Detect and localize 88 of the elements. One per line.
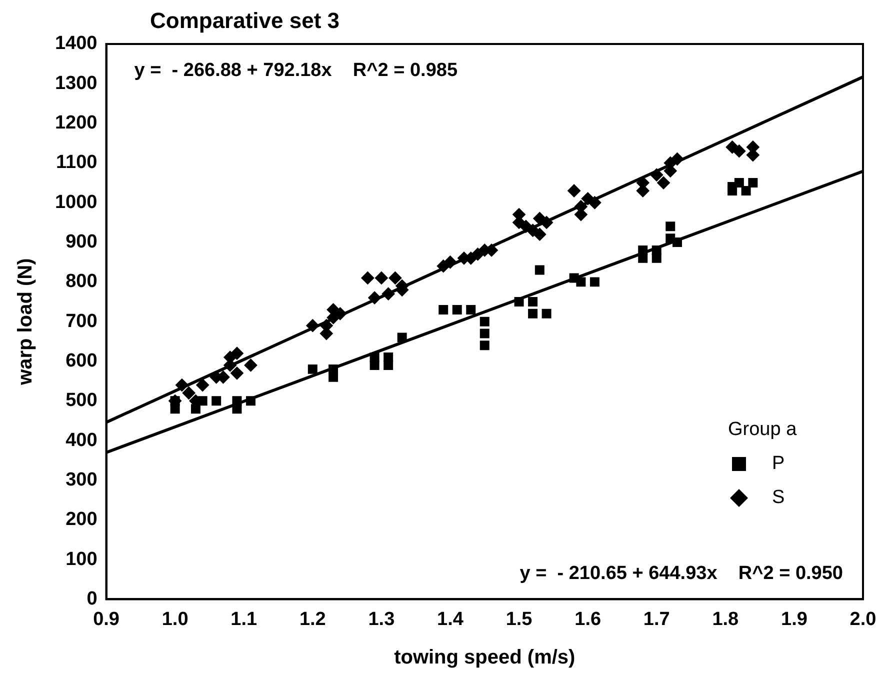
y-tick-label: 1000 (54, 192, 98, 213)
point (734, 178, 744, 188)
legend-label: S (772, 487, 785, 510)
point (198, 396, 208, 406)
legend-title: Group a (728, 419, 797, 442)
point (196, 378, 210, 392)
y-tick-label: 900 (66, 232, 98, 253)
annotation: y = - 210.65 + 644.93x R^2 = 0.950 (520, 563, 843, 584)
chart-title: Comparative set 3 (150, 8, 340, 34)
x-tick-label: 0.9 (93, 608, 120, 630)
y-axis-title: warp load (N) (14, 258, 37, 386)
point (666, 222, 676, 232)
point (438, 304, 448, 314)
point (732, 144, 746, 158)
x-tick-label: 1.3 (368, 608, 395, 630)
point (672, 238, 682, 248)
x-tick-label: 2.0 (850, 608, 876, 630)
y-tick-label: 300 (66, 469, 98, 490)
point (588, 196, 602, 210)
annotation: y = - 266.88 + 792.18x R^2 = 0.985 (134, 60, 458, 81)
point (370, 352, 380, 362)
x-axis-title: towing speed (m/s) (394, 646, 576, 669)
point (212, 396, 222, 406)
point (466, 304, 476, 314)
point (542, 308, 552, 318)
point (308, 364, 318, 374)
point (246, 396, 256, 406)
point (533, 228, 546, 241)
point (514, 297, 524, 307)
point (382, 287, 395, 300)
point (384, 352, 394, 362)
x-tick-label: 1.4 (437, 608, 464, 630)
point (590, 277, 600, 287)
y-tick-label: 400 (66, 430, 98, 451)
point (452, 304, 462, 314)
y-tick-label: 600 (66, 350, 98, 372)
point (374, 271, 388, 284)
point (528, 297, 538, 307)
x-tick-label: 1.9 (780, 608, 808, 630)
point (182, 386, 196, 400)
x-tick-label: 1.5 (506, 608, 533, 630)
point (306, 319, 320, 332)
point (230, 346, 244, 360)
point (568, 184, 581, 198)
point (230, 366, 244, 380)
point (657, 176, 670, 190)
point (170, 396, 180, 406)
y-tick-label: 1100 (56, 152, 98, 174)
point (232, 396, 242, 406)
x-tick-label: 1.8 (712, 608, 739, 630)
y-tick-label: 100 (66, 548, 98, 570)
y-tick-label: 1300 (54, 72, 98, 94)
y-tick-label: 200 (66, 509, 98, 530)
y-tick-label: 500 (66, 390, 98, 412)
point (650, 168, 664, 182)
point (528, 308, 538, 318)
y-tick-label: 1200 (54, 112, 98, 134)
point (368, 291, 382, 304)
point (576, 277, 586, 287)
point (175, 378, 188, 392)
point (670, 152, 684, 166)
point (540, 216, 554, 229)
x-tick-label: 1.7 (643, 608, 670, 630)
point (190, 404, 200, 414)
x-tick-label: 1.0 (162, 608, 188, 630)
point (638, 253, 648, 263)
point (534, 265, 544, 275)
x-tick-label: 1.1 (230, 608, 258, 630)
point (480, 316, 490, 326)
y-tick-label: 1400 (54, 33, 98, 54)
y-tick-label: 0 (86, 588, 98, 610)
point (728, 186, 738, 196)
y-tick-label: 800 (66, 271, 98, 292)
point (388, 271, 402, 284)
point (444, 256, 457, 269)
legend-label: P (772, 453, 785, 476)
point (244, 358, 258, 372)
point (748, 178, 758, 188)
y-tick-label: 700 (66, 310, 98, 332)
point (480, 328, 490, 338)
point (328, 364, 338, 374)
point (652, 253, 662, 263)
point (397, 332, 407, 342)
x-tick-label: 1.2 (299, 608, 326, 630)
x-tick-label: 1.6 (574, 608, 602, 630)
point (480, 340, 490, 350)
point (741, 186, 751, 196)
point (361, 271, 374, 284)
